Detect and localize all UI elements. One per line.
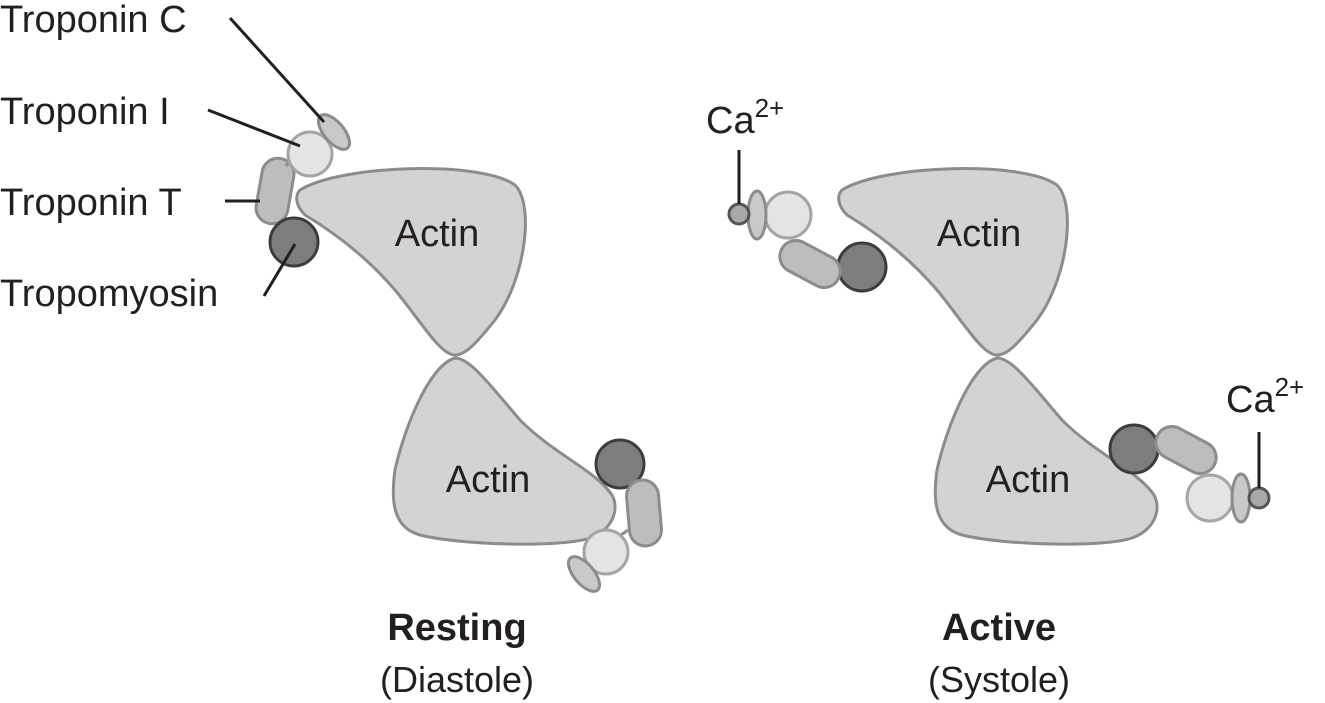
- active-lower-calcium: [1247, 486, 1271, 510]
- active-upper-troponin-t: [778, 238, 842, 290]
- resting-actin-upper-label: Actin: [395, 213, 479, 255]
- resting-panel: Actin Actin Troponin C Troponin I Tropon…: [0, 0, 663, 700]
- resting-upper-troponin-t: [254, 156, 296, 226]
- label-troponin-t: Troponin T: [0, 182, 182, 224]
- active-subtitle: (Systole): [928, 659, 1070, 700]
- active-upper-tropomyosin: [836, 241, 888, 293]
- active-actin-upper: [837, 167, 1069, 357]
- active-lower-troponin-c: [1230, 472, 1252, 524]
- resting-actin-upper: [295, 167, 527, 357]
- calcium-charge-lower: 2+: [1275, 372, 1305, 402]
- active-actin-lower-label: Actin: [986, 459, 1070, 501]
- calcium-label-lower: Ca2+: [1226, 372, 1304, 421]
- label-troponin-c: Troponin C: [0, 0, 187, 41]
- leader-troponin-i: [207, 108, 301, 148]
- active-lower-tropomyosin: [1108, 423, 1160, 475]
- resting-actin-lower-label: Actin: [446, 459, 530, 501]
- active-title: Active: [942, 607, 1056, 649]
- active-actin-upper-label: Actin: [937, 213, 1021, 255]
- calcium-charge-upper: 2+: [755, 93, 785, 123]
- label-troponin-i: Troponin I: [0, 91, 170, 133]
- active-panel: Actin Actin Ca2+ Ca2+ Active (Systole): [706, 93, 1304, 700]
- active-lower-troponin-t: [1154, 424, 1218, 476]
- resting-lower-troponin-t: [625, 478, 663, 548]
- active-actin-lower: [933, 356, 1159, 546]
- resting-title: Resting: [387, 607, 526, 649]
- active-upper-troponin-i: [763, 190, 813, 240]
- resting-actin-lower: [391, 356, 617, 546]
- resting-upper-tropomyosin: [268, 216, 320, 268]
- calcium-symbol-upper: Ca: [706, 100, 755, 142]
- resting-lower-tropomyosin: [594, 438, 646, 490]
- active-upper-troponin-c: [746, 189, 768, 241]
- active-lower-troponin-i: [1185, 473, 1235, 523]
- leader-troponin-c: [228, 16, 326, 124]
- active-upper-calcium: [727, 202, 751, 226]
- resting-lower-troponin-i: [582, 528, 630, 576]
- resting-lower-troponin-c: [566, 555, 602, 593]
- resting-subtitle: (Diastole): [380, 659, 534, 700]
- label-tropomyosin: Tropomyosin: [0, 273, 218, 315]
- leader-tropomyosin: [262, 243, 297, 297]
- resting-upper-troponin-i: [286, 130, 334, 178]
- calcium-symbol-lower: Ca: [1226, 379, 1275, 421]
- calcium-label-upper: Ca2+: [706, 93, 784, 142]
